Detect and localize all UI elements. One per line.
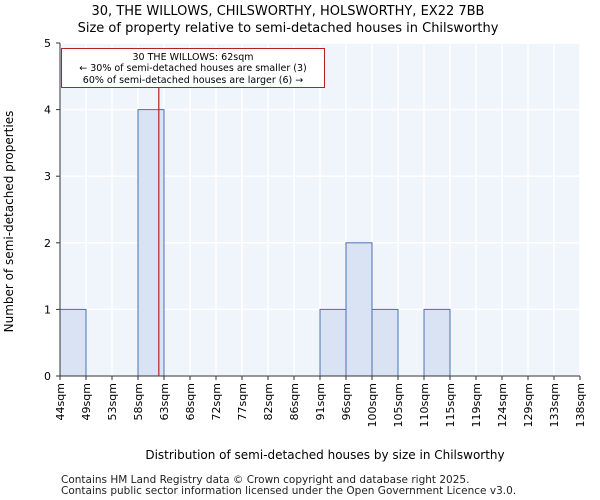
bar-100sqm [371,308,399,377]
y-tick-label: 3 [44,170,51,183]
x-tick-label: 105sqm [392,383,405,427]
bar-44sqm [59,308,87,377]
bar-91sqm [319,308,347,377]
x-tick-label: 96sqm [340,383,353,420]
x-tick-label: 91sqm [314,383,327,420]
chart-title: 30, THE WILLOWS, CHILSWORTHY, HOLSWORTHY… [91,4,485,19]
y-tick-label: 1 [44,303,51,316]
annotation-line-1: 30 THE WILLOWS: 62sqm [132,52,254,63]
x-tick-label: 138sqm [574,383,587,427]
x-tick-label: 82sqm [262,383,275,420]
y-tick-label: 2 [44,237,51,250]
y-tick-label: 5 [44,37,51,50]
x-tick-label: 44sqm [54,383,67,420]
x-tick-label: 68sqm [184,383,197,420]
x-tick-label: 133sqm [548,383,561,427]
x-tick-label: 124sqm [496,383,509,427]
chart-subtitle: Size of property relative to semi-detach… [77,21,499,36]
y-tick-label: 0 [44,370,51,383]
annotation-line-3: 60% of semi-detached houses are larger (… [82,74,304,86]
x-tick-label: 119sqm [470,383,483,427]
x-tick-label: 49sqm [80,383,93,420]
y-tick-label: 4 [44,104,51,117]
bar-58sqm [137,109,165,377]
x-tick-label: 77sqm [236,383,249,420]
credit-line-1: Contains HM Land Registry data © Crown c… [61,474,470,486]
x-tick-label: 115sqm [444,383,457,427]
x-tick-label: 129sqm [522,383,535,427]
credit-line-2: Contains public sector information licen… [61,485,517,497]
x-axis-title: Distribution of semi-detached houses by … [145,448,504,462]
x-tick-label: 53sqm [106,383,119,420]
property-annotation: 30 THE WILLOWS: 62sqm ← 30% of semi-deta… [61,48,325,88]
x-tick-label: 63sqm [158,383,171,420]
bar-110sqm [423,308,451,377]
x-tick-label: 100sqm [366,383,379,427]
x-tick-label: 86sqm [288,383,301,420]
x-tick-label: 58sqm [132,383,145,420]
x-tick-label: 72sqm [210,383,223,420]
annotation-line-2: ← 30% of semi-detached houses are smalle… [79,63,307,75]
y-axis-title: Number of semi-detached properties [2,111,16,333]
bar-96sqm [345,242,373,377]
x-tick-label: 110sqm [418,383,431,427]
